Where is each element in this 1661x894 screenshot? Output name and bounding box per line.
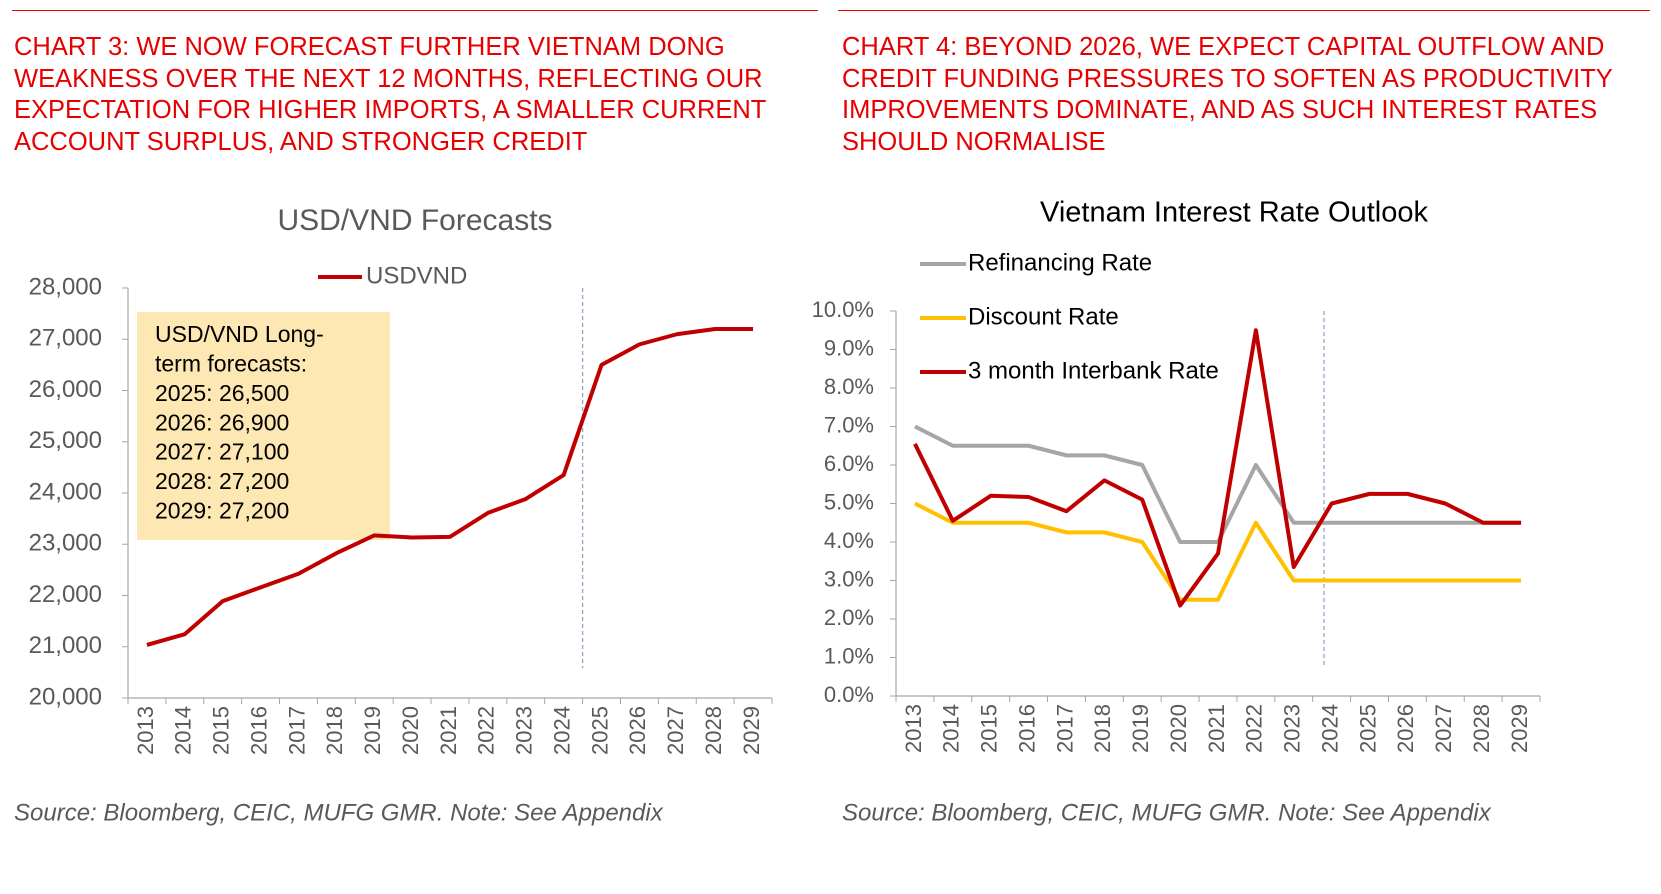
- x-tick-label: 2019: [1128, 704, 1153, 753]
- y-tick-label: 26,000: [29, 376, 102, 403]
- x-tick-label: 2015: [977, 704, 1002, 753]
- y-tick-label: 3.0%: [824, 566, 874, 591]
- annotation-text: 2028: 27,200: [155, 468, 289, 494]
- annotation-text: 2029: 27,200: [155, 497, 289, 523]
- legend-label: 3 month Interbank Rate: [968, 357, 1219, 384]
- y-tick-label: 8.0%: [824, 374, 874, 399]
- legend-label: USDVND: [366, 262, 467, 289]
- legend-label: Refinancing Rate: [968, 249, 1152, 276]
- y-tick-label: 2.0%: [824, 605, 874, 630]
- x-tick-label: 2013: [133, 706, 158, 755]
- chart-caption: CHART 3: WE NOW FORECAST FURTHER VIETNAM…: [14, 33, 766, 156]
- y-tick-label: 7.0%: [824, 412, 874, 437]
- chart-caption: CHART 4: BEYOND 2026, WE EXPECT CAPITAL …: [842, 33, 1613, 156]
- y-tick-label: 23,000: [29, 530, 102, 557]
- x-tick-label: 2025: [1355, 704, 1380, 753]
- source-note: Source: Bloomberg, CEIC, MUFG GMR. Note:…: [14, 799, 664, 826]
- x-tick-label: 2018: [1090, 704, 1115, 753]
- chart-title: USD/VND Forecasts: [277, 204, 552, 237]
- x-tick-label: 2029: [1507, 704, 1532, 753]
- annotation-box: [137, 312, 390, 540]
- y-tick-label: 10.0%: [812, 297, 874, 322]
- y-tick-label: 27,000: [29, 325, 102, 352]
- annotation-text: 2025: 26,500: [155, 380, 289, 406]
- x-tick-label: 2016: [246, 706, 271, 755]
- annotation-text: USD/VND Long-: [155, 321, 324, 347]
- x-tick-label: 2028: [701, 706, 726, 755]
- x-tick-label: 2015: [209, 706, 234, 755]
- header-rule: [12, 10, 818, 11]
- x-tick-label: 2021: [436, 706, 461, 755]
- x-tick-label: 2018: [322, 706, 347, 755]
- x-tick-label: 2014: [939, 704, 964, 753]
- annotation-text: 2026: 26,900: [155, 409, 289, 435]
- x-tick-label: 2022: [1242, 704, 1267, 753]
- y-tick-label: 21,000: [29, 632, 102, 659]
- x-tick-label: 2024: [549, 706, 574, 755]
- legend-label: Discount Rate: [968, 303, 1119, 330]
- x-tick-label: 2026: [1393, 704, 1418, 753]
- x-tick-label: 2024: [1317, 704, 1342, 753]
- x-tick-label: 2021: [1204, 704, 1229, 753]
- x-tick-label: 2023: [512, 706, 537, 755]
- series-line: [913, 328, 1522, 608]
- y-tick-label: 0.0%: [824, 682, 874, 707]
- x-tick-label: 2020: [398, 706, 423, 755]
- annotation-text: term forecasts:: [155, 350, 307, 376]
- x-tick-label: 2025: [587, 706, 612, 755]
- x-tick-label: 2022: [474, 706, 499, 755]
- annotation-text: 2027: 27,100: [155, 439, 289, 465]
- source-note: Source: Bloomberg, CEIC, MUFG GMR. Note:…: [842, 799, 1492, 826]
- y-tick-label: 28,000: [29, 273, 102, 300]
- x-tick-label: 2017: [284, 706, 309, 755]
- y-tick-label: 22,000: [29, 581, 102, 608]
- y-tick-label: 6.0%: [824, 451, 874, 476]
- x-tick-label: 2027: [663, 706, 688, 755]
- series-line: [914, 501, 1522, 602]
- series-line: [146, 327, 754, 647]
- x-tick-label: 2026: [625, 706, 650, 755]
- x-tick-label: 2020: [1166, 704, 1191, 753]
- y-tick-label: 4.0%: [824, 528, 874, 553]
- header-rule: [838, 10, 1650, 11]
- y-tick-label: 5.0%: [824, 489, 874, 514]
- y-tick-label: 20,000: [29, 683, 102, 710]
- x-tick-label: 2023: [1280, 704, 1305, 753]
- x-tick-label: 2028: [1469, 704, 1494, 753]
- y-tick-label: 25,000: [29, 427, 102, 454]
- x-tick-label: 2014: [171, 706, 196, 755]
- x-tick-label: 2013: [901, 704, 926, 753]
- x-tick-label: 2029: [739, 706, 764, 755]
- x-tick-label: 2016: [1014, 704, 1039, 753]
- x-tick-label: 2027: [1431, 704, 1456, 753]
- chart-title: Vietnam Interest Rate Outlook: [1040, 197, 1428, 229]
- y-tick-label: 24,000: [29, 478, 102, 505]
- x-tick-label: 2019: [360, 706, 385, 755]
- y-tick-label: 9.0%: [824, 335, 874, 360]
- y-tick-label: 1.0%: [824, 643, 874, 668]
- x-tick-label: 2017: [1052, 704, 1077, 753]
